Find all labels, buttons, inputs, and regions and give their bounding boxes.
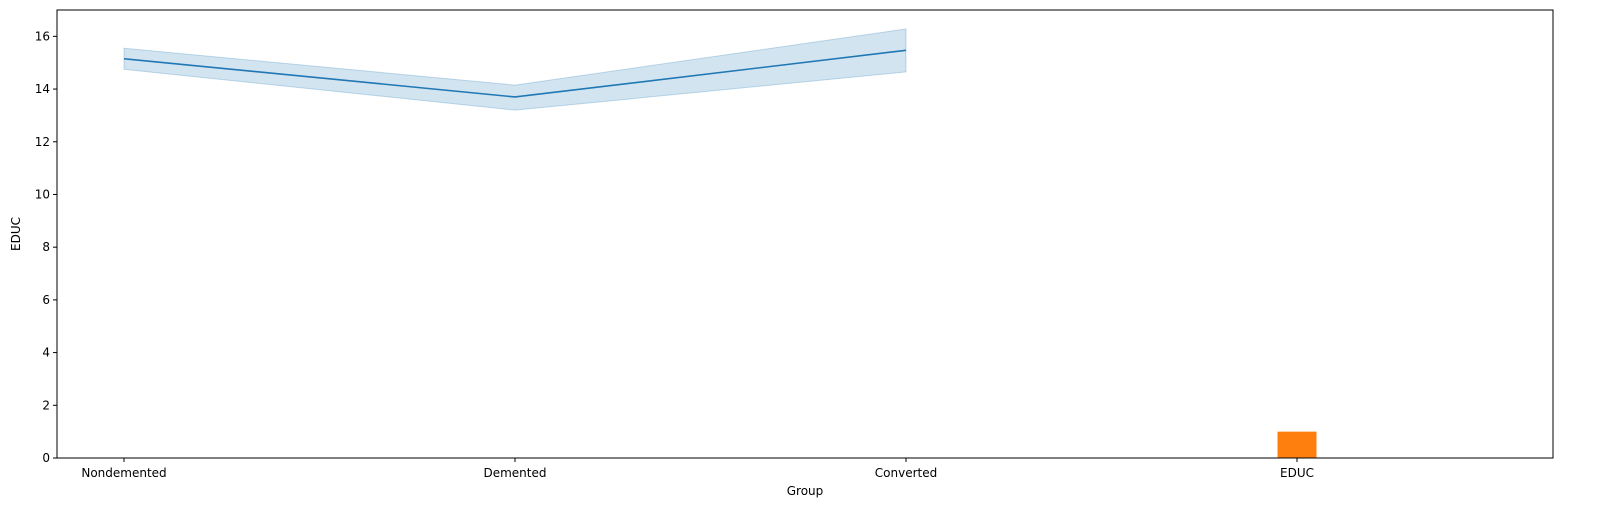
y-tick-label: 16 [35,29,50,43]
x-tick-label: EDUC [1280,466,1314,480]
y-tick-label: 12 [35,135,50,149]
series-line [123,49,907,98]
y-axis: 0 2 4 6 8 10 12 14 16 [35,29,57,465]
y-axis-label: EDUC [9,217,23,251]
y-tick-label: 2 [42,398,50,412]
axes-frame [56,9,1554,459]
x-tick-label: Demented [483,466,546,480]
y-tick-label: 4 [42,346,50,360]
y-tick-label: 0 [42,451,50,465]
y-tick-label: 10 [35,187,50,201]
x-axis-label: Group [787,484,824,498]
y-tick-label: 8 [42,240,50,254]
confidence-band [123,28,907,111]
plot-area [123,28,1317,458]
x-axis: Nondemented Demented Converted EDUC [81,458,1314,480]
bar-educ [1277,431,1317,458]
x-tick-label: Nondemented [81,466,166,480]
y-tick-label: 14 [35,82,50,96]
x-tick-label: Converted [875,466,937,480]
y-tick-label: 6 [42,293,50,307]
